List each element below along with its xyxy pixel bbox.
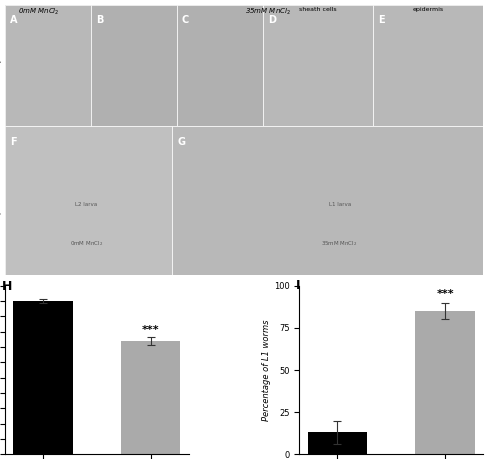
Text: excretory canal: excretory canal <box>0 43 2 85</box>
Text: 0mM MnCl$_2$: 0mM MnCl$_2$ <box>18 7 59 17</box>
Bar <box>263 5 373 126</box>
Y-axis label: Percentage of L1 worms: Percentage of L1 worms <box>262 319 271 421</box>
Text: 0mM MnCl$_2$: 0mM MnCl$_2$ <box>70 239 102 248</box>
Bar <box>373 5 483 126</box>
Bar <box>415 311 475 454</box>
Bar <box>121 341 181 454</box>
Text: 24h post treatment: 24h post treatment <box>0 172 2 226</box>
Text: 35mM MnCl$_2$: 35mM MnCl$_2$ <box>245 7 291 17</box>
Text: 35mM MnCl$_2$: 35mM MnCl$_2$ <box>322 239 358 248</box>
Bar <box>307 432 367 454</box>
Bar <box>5 126 172 274</box>
Text: F: F <box>10 137 16 147</box>
Text: G: G <box>177 137 185 147</box>
Text: C: C <box>182 16 189 25</box>
Text: A: A <box>10 16 17 25</box>
Text: I: I <box>296 279 301 292</box>
Text: E: E <box>378 16 385 25</box>
Text: ***: *** <box>436 289 454 299</box>
Text: ***: *** <box>142 325 160 335</box>
Bar <box>177 5 263 126</box>
Text: L1 larva: L1 larva <box>328 202 351 207</box>
Text: sheath cells: sheath cells <box>299 7 337 12</box>
Text: L2 larva: L2 larva <box>75 202 97 207</box>
Bar <box>91 5 177 126</box>
Text: D: D <box>268 16 276 25</box>
Bar <box>172 126 483 274</box>
Text: B: B <box>96 16 103 25</box>
Bar <box>13 301 73 454</box>
Text: epidermis: epidermis <box>412 7 444 12</box>
Bar <box>5 5 91 126</box>
Text: H: H <box>2 280 12 293</box>
